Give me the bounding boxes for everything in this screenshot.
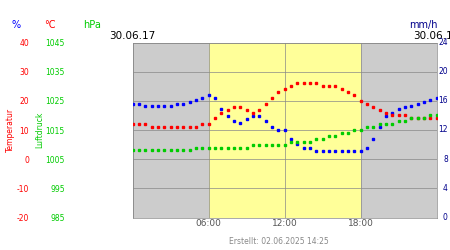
Text: 0: 0	[443, 213, 448, 222]
Y-axis label: Luftdruck: Luftdruck	[35, 112, 44, 148]
Text: 16: 16	[438, 96, 448, 105]
Y-axis label: Temperatur: Temperatur	[6, 108, 15, 152]
Bar	[360, 42, 436, 218]
Text: 4: 4	[443, 184, 448, 193]
Text: Erstellt: 02.06.2025 14:25: Erstellt: 02.06.2025 14:25	[229, 237, 329, 246]
Text: 12: 12	[438, 126, 448, 134]
Text: °C: °C	[44, 20, 55, 30]
Bar	[133, 42, 209, 218]
Text: 20: 20	[438, 67, 448, 76]
Text: hPa: hPa	[83, 20, 101, 30]
Text: 24: 24	[438, 38, 448, 47]
Text: %: %	[11, 20, 20, 30]
Text: 8: 8	[443, 155, 448, 164]
Text: mm/h: mm/h	[409, 20, 437, 30]
Bar	[209, 42, 360, 218]
